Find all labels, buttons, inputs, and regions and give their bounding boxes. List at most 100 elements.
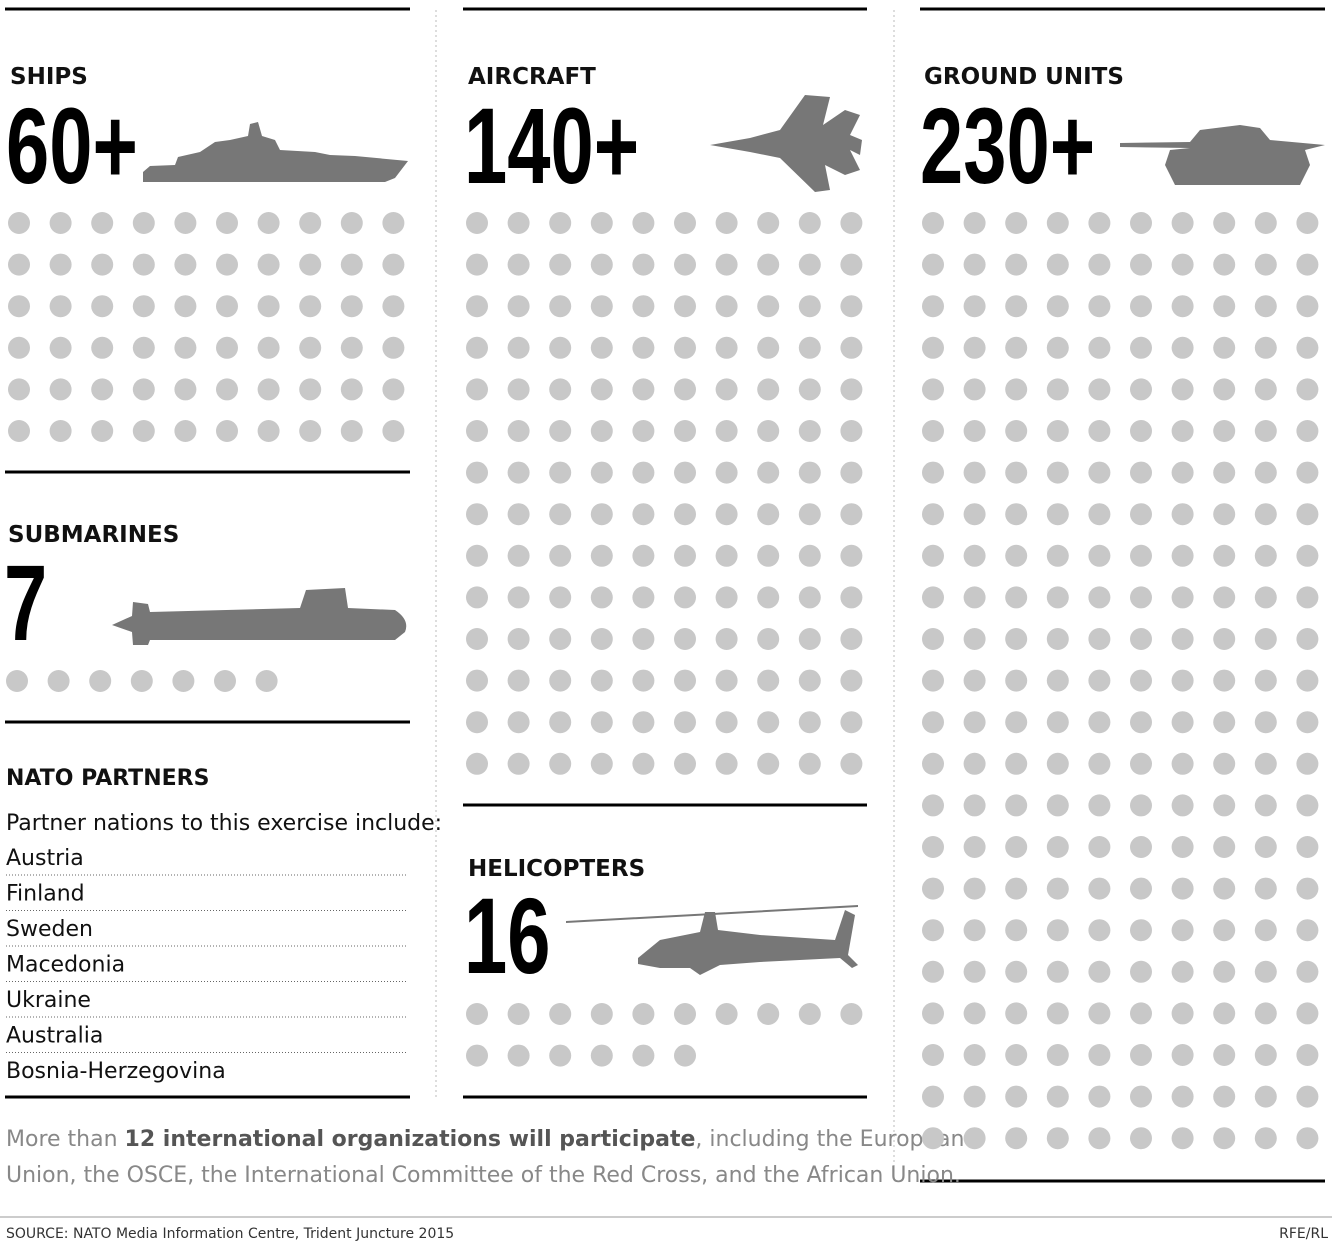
panel-number: 230+ [920, 85, 1095, 206]
unit-dot [715, 461, 738, 484]
unit-dot [91, 212, 114, 234]
unit-dot [1254, 669, 1277, 692]
unit-dot [549, 544, 572, 567]
unit-dot [757, 212, 780, 234]
unit-dot [1296, 212, 1319, 234]
unit-dot [1046, 669, 1069, 692]
unit-dot [1088, 1127, 1111, 1150]
unit-dot [1005, 711, 1028, 734]
unit-dot [632, 378, 655, 401]
unit-dot [590, 711, 613, 734]
unit-dot [632, 752, 655, 775]
unit-dot [1046, 586, 1069, 609]
unit-dot [922, 794, 944, 817]
unit-dot [1130, 794, 1152, 817]
unit-dot [507, 253, 530, 276]
unit-dot [1130, 1085, 1152, 1108]
unit-dot [1213, 295, 1236, 318]
unit-dot [1171, 544, 1194, 567]
unit-dot [1088, 669, 1111, 692]
unit-dot [1046, 877, 1069, 900]
unit-dot [715, 420, 738, 442]
unit-dot [1171, 628, 1194, 650]
unit-dot [632, 628, 655, 650]
unit-dot [466, 295, 488, 318]
unit-dot [922, 669, 944, 692]
unit-dot [1171, 836, 1194, 858]
unit-dot [49, 336, 72, 359]
unit-dot [174, 253, 197, 276]
unit-dot [1088, 420, 1111, 442]
unit-dot [840, 503, 863, 526]
submarine-icon [112, 588, 407, 645]
unit-dot [466, 669, 488, 692]
unit-dot [1046, 461, 1069, 484]
panel-title: SHIPS [10, 64, 88, 90]
unit-dot [963, 628, 986, 650]
unit-dot [1046, 378, 1069, 401]
unit-dot [1213, 420, 1236, 442]
unit-dot [1088, 586, 1111, 609]
unit-dot [507, 503, 530, 526]
unit-dot [1046, 711, 1069, 734]
unit-dot [132, 336, 155, 359]
unit-dot [922, 960, 944, 983]
country: Finland [6, 882, 85, 907]
unit-dot [466, 378, 488, 401]
unit-dot [1046, 295, 1069, 318]
credit: RFE/RL [1279, 1226, 1328, 1242]
unit-dot [715, 711, 738, 734]
unit-dot [798, 336, 821, 359]
unit-dot [1213, 503, 1236, 526]
unit-dot [922, 1127, 944, 1150]
unit-dot [963, 336, 986, 359]
country: Ukraine [6, 988, 91, 1013]
unit-dot [674, 212, 696, 234]
unit-dot [840, 378, 863, 401]
unit-dot [1046, 836, 1069, 858]
unit-dot [715, 1003, 738, 1025]
unit-dot [757, 336, 780, 359]
unit-dot [922, 711, 944, 734]
unit-dot [299, 336, 322, 359]
unit-dot [632, 420, 655, 442]
unit-dot [257, 336, 280, 359]
unit-dot [757, 503, 780, 526]
unit-dot [340, 212, 363, 234]
unit-dot [132, 378, 155, 401]
unit-dot [632, 669, 655, 692]
unit-dot [1005, 628, 1028, 650]
panel-number: 7 [4, 542, 47, 663]
unit-dot [1005, 960, 1028, 983]
unit-dot [1254, 752, 1277, 775]
unit-dot [216, 253, 238, 276]
unit-dot [1130, 378, 1152, 401]
unit-dot [1254, 295, 1277, 318]
unit-dot [715, 586, 738, 609]
unit-dot [1130, 669, 1152, 692]
unit-dot [632, 1003, 655, 1025]
unit-dot [1046, 1002, 1069, 1025]
unit-dot [1171, 586, 1194, 609]
unit-dot [340, 378, 363, 401]
unit-dot [1171, 1044, 1194, 1066]
unit-dot [1296, 253, 1319, 276]
unit-dot [507, 461, 530, 484]
unit-dot [466, 628, 488, 650]
unit-dot [922, 586, 944, 609]
panel-title: GROUND UNITS [924, 64, 1124, 90]
unit-dot [840, 420, 863, 442]
unit-dot [466, 461, 488, 484]
unit-dot [507, 212, 530, 234]
unit-dot [257, 253, 280, 276]
unit-dot [1005, 1044, 1028, 1066]
unit-dot [1088, 253, 1111, 276]
unit-dot [257, 295, 280, 318]
unit-dot [674, 461, 696, 484]
unit-dot [1296, 461, 1319, 484]
unit-dot [549, 711, 572, 734]
unit-dot [1130, 544, 1152, 567]
unit-dot [132, 295, 155, 318]
unit-dot [1088, 960, 1111, 983]
unit-dot [1130, 253, 1152, 276]
